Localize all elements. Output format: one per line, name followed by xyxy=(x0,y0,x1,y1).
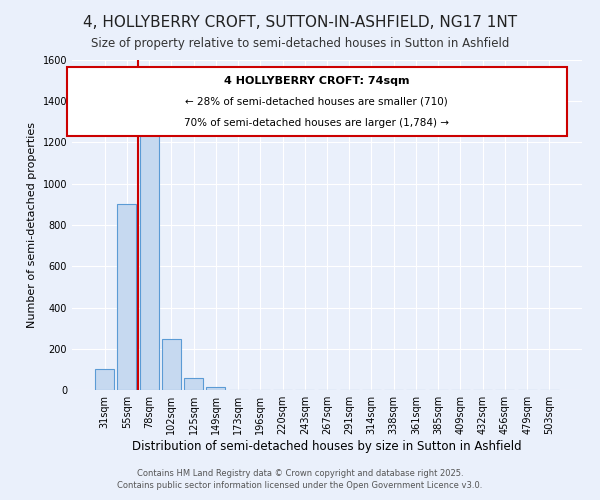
Bar xyxy=(140,132,158,390)
Text: 4, HOLLYBERRY CROFT, SUTTON-IN-ASHFIELD, NG17 1NT: 4, HOLLYBERRY CROFT, SUTTON-IN-ASHFIELD,… xyxy=(83,15,517,30)
Text: 4 HOLLYBERRY CROFT: 74sqm: 4 HOLLYBERRY CROFT: 74sqm xyxy=(224,76,410,86)
Bar xyxy=(118,204,136,390)
Bar xyxy=(162,340,181,390)
FancyBboxPatch shape xyxy=(67,66,567,136)
Text: Contains public sector information licensed under the Open Government Licence v3: Contains public sector information licen… xyxy=(118,481,482,490)
Text: Contains HM Land Registry data © Crown copyright and database right 2025.: Contains HM Land Registry data © Crown c… xyxy=(137,468,463,477)
X-axis label: Distribution of semi-detached houses by size in Sutton in Ashfield: Distribution of semi-detached houses by … xyxy=(132,440,522,453)
Y-axis label: Number of semi-detached properties: Number of semi-detached properties xyxy=(27,122,37,328)
Bar xyxy=(95,370,114,390)
Text: Size of property relative to semi-detached houses in Sutton in Ashfield: Size of property relative to semi-detach… xyxy=(91,38,509,51)
Bar xyxy=(206,387,225,390)
Bar xyxy=(184,378,203,390)
Text: ← 28% of semi-detached houses are smaller (710): ← 28% of semi-detached houses are smalle… xyxy=(185,96,448,106)
Text: 70% of semi-detached houses are larger (1,784) →: 70% of semi-detached houses are larger (… xyxy=(184,118,449,128)
